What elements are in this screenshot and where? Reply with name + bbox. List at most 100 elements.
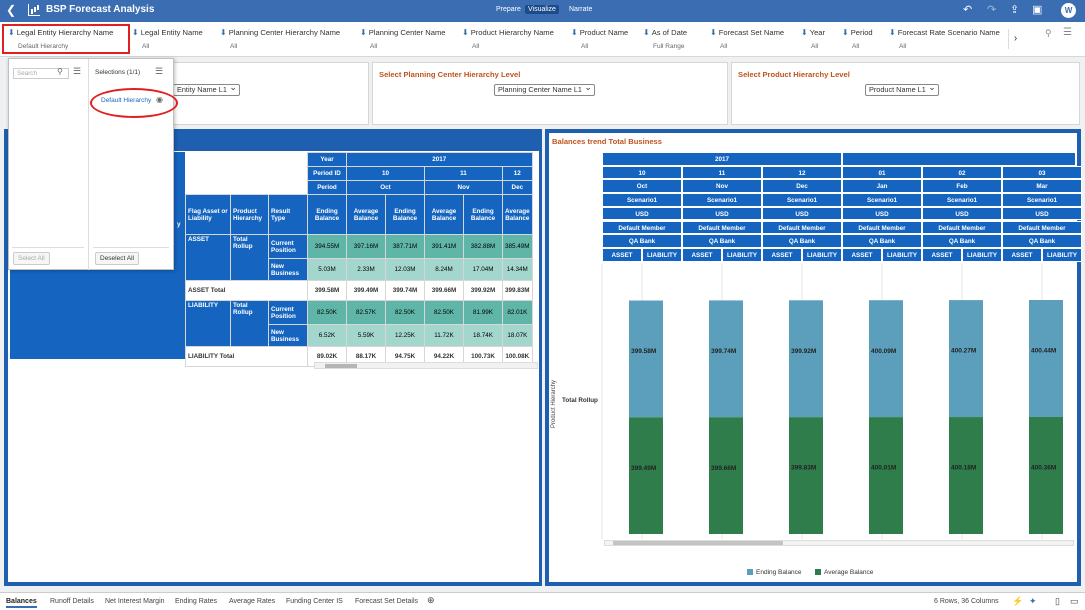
filter-planning-center[interactable]: ⬇ Planning Center Name All <box>360 28 446 50</box>
entity-level-dropdown[interactable]: Entity Name L1 <box>173 82 240 96</box>
bar-ending-balance[interactable] <box>629 300 663 418</box>
tab-forecast-set-details[interactable]: Forecast Set Details <box>355 598 419 605</box>
row-label: Total Rollup <box>562 397 598 404</box>
bar-ending-balance[interactable] <box>949 300 983 418</box>
header-period-id: 01 <box>842 165 922 180</box>
table-row: ASSET Total Rollup Current Position 394.… <box>185 234 533 281</box>
filter-forecast-set[interactable]: ⬇ Forecast Set Name All <box>710 28 785 50</box>
bar-average-balance[interactable] <box>709 417 743 534</box>
legend-average-balance: Average Balance <box>815 569 873 576</box>
filter-forecast-rate-scenario[interactable]: ⬇ Forecast Rate Scenario Name All <box>889 28 1000 50</box>
scrollbar-thumb[interactable] <box>325 364 357 368</box>
tab-prepare[interactable]: Prepare <box>496 6 521 13</box>
header-member: Default Member <box>922 220 1002 235</box>
bar-data-label: 400.18M <box>951 465 976 472</box>
pin-icon: ⬇ <box>8 28 15 37</box>
planning-center-level-dropdown[interactable]: Planning Center Name L1 <box>494 82 595 96</box>
export-icon[interactable]: ⇪ <box>1010 4 1020 16</box>
pin-icon: ⬇ <box>801 28 808 37</box>
table-row: ASSET Total 399.58M 399.49M 399.74M 399.… <box>185 280 533 301</box>
col-header-result: Result Type <box>268 194 308 235</box>
selections-label: Selections (1/1) <box>95 69 141 76</box>
header-flag-liability: LIABILITY <box>802 247 842 262</box>
undo-icon[interactable]: ↶ <box>963 4 973 16</box>
workbook-icon <box>28 4 40 16</box>
header-period: Feb <box>922 179 1002 194</box>
bar-average-balance[interactable] <box>629 417 663 534</box>
redo-icon[interactable]: ↷ <box>987 4 997 16</box>
menu-icon[interactable]: ☰ <box>1063 27 1072 38</box>
filter-period[interactable]: ⬇ Period All <box>842 28 873 50</box>
pin-icon: ⬇ <box>643 28 650 37</box>
chevron-right-icon[interactable]: › <box>1008 29 1022 49</box>
header-scenario: Scenario1 <box>762 193 842 207</box>
filter-bar <box>0 22 1085 57</box>
header-year-next <box>842 152 1076 166</box>
tab-balances[interactable]: Balances <box>6 598 37 608</box>
filter-planning-center-hierarchy[interactable]: ⬇ Planning Center Hierarchy Name All <box>220 28 341 50</box>
bar-data-label: 399.58M <box>631 348 656 355</box>
tab-net-interest-margin[interactable]: Net Interest Margin <box>105 598 165 605</box>
bar-ending-balance[interactable] <box>869 300 903 418</box>
header-scenario: Scenario1 <box>602 193 682 207</box>
bar-ending-balance[interactable] <box>1029 300 1063 418</box>
header-period-id: 10 <box>602 165 682 180</box>
header-bank: QA Bank <box>922 234 1002 248</box>
auto-insights-icon[interactable]: ✦ <box>1029 596 1037 606</box>
scrollbar-thumb[interactable] <box>613 541 783 545</box>
avatar[interactable]: W <box>1061 3 1076 18</box>
header-member: Default Member <box>1002 220 1082 235</box>
pin-icon: ⬇ <box>220 28 227 37</box>
tab-visualize[interactable]: Visualize <box>525 5 559 14</box>
bar-average-balance[interactable] <box>949 417 983 534</box>
bar-average-balance[interactable] <box>1029 417 1063 534</box>
bar-data-label: 399.49M <box>631 465 656 472</box>
panel-toggle-icon[interactable]: ▯ <box>1055 596 1060 606</box>
filter-product[interactable]: ⬇ Product Name All <box>571 28 629 50</box>
filter-settings-icon[interactable]: ⚲ <box>1045 28 1052 38</box>
bar-ending-balance[interactable] <box>709 300 743 418</box>
chart-scrollbar[interactable] <box>604 540 1074 546</box>
col-header-flag: Flag Asset or Liability <box>185 194 231 235</box>
header-currency: USD <box>842 206 922 221</box>
filter-product-hierarchy[interactable]: ⬇ Product Hierarchy Name All <box>462 28 554 50</box>
entity-level-selector: Entity Name L1 <box>172 62 369 125</box>
header-currency: USD <box>602 206 682 221</box>
menu-icon[interactable]: ☰ <box>155 66 164 76</box>
bar-data-label: 400.36M <box>1031 465 1056 472</box>
add-tab-icon[interactable]: ⊕ <box>427 595 435 605</box>
search-input[interactable]: Search <box>13 68 69 79</box>
header-scenario: Scenario1 <box>922 193 1002 207</box>
menu-icon[interactable]: ☰ <box>73 66 82 76</box>
header-flag-liability: LIABILITY <box>642 247 682 262</box>
search-icon[interactable]: ⚲ <box>57 67 63 76</box>
deselect-all-button[interactable]: Deselect All <box>95 252 139 265</box>
table-row: LIABILITY Total Rollup Current Position … <box>185 300 533 347</box>
filter-legal-entity-hierarchy[interactable]: ⬇ Legal Entity Hierarchy Name Default Hier… <box>8 28 114 50</box>
back-icon[interactable]: ❮ <box>6 3 17 17</box>
bar-average-balance[interactable] <box>869 417 903 534</box>
tab-narrate[interactable]: Narrate <box>569 6 593 13</box>
horizontal-scrollbar[interactable] <box>314 362 538 369</box>
filter-as-of-date[interactable]: ⬇ As of Date Full Range <box>643 28 688 50</box>
filter-year[interactable]: ⬇ Year All <box>801 28 826 50</box>
tab-runoff-details[interactable]: Runoff Details <box>50 598 94 605</box>
filter-legal-entity[interactable]: ⬇ Legal Entity Name All <box>132 28 203 50</box>
product-level-dropdown[interactable]: Product Name L1 <box>865 82 939 96</box>
save-icon[interactable]: ▣ <box>1032 4 1043 16</box>
trend-chart: 399.58M 399.49M 399.74M 399.66M 399.92M 399.8… <box>601 264 1063 539</box>
select-all-button[interactable]: Select All <box>13 252 50 265</box>
bar-data-label: 400.44M <box>1031 348 1056 355</box>
tab-average-rates[interactable]: Average Rates <box>229 598 276 605</box>
planning-center-level-selector: Select Planning Center Hierarchy Level P… <box>372 62 728 125</box>
bar-ending-balance[interactable] <box>789 300 823 418</box>
tab-funding-center-is[interactable]: Funding Center IS <box>286 598 343 605</box>
top-bar: ❮ BSP Forecast Analysis Prepare Visualiz… <box>0 0 1085 22</box>
tab-ending-rates[interactable]: Ending Rates <box>175 598 218 605</box>
insights-icon[interactable]: ⚡ <box>1012 596 1024 606</box>
header-period: Jan <box>842 179 922 194</box>
header-currency: USD <box>762 206 842 221</box>
bar-average-balance[interactable] <box>789 417 823 534</box>
layout-icon[interactable]: ▭ <box>1070 596 1079 606</box>
header-period-id: 12 <box>762 165 842 180</box>
